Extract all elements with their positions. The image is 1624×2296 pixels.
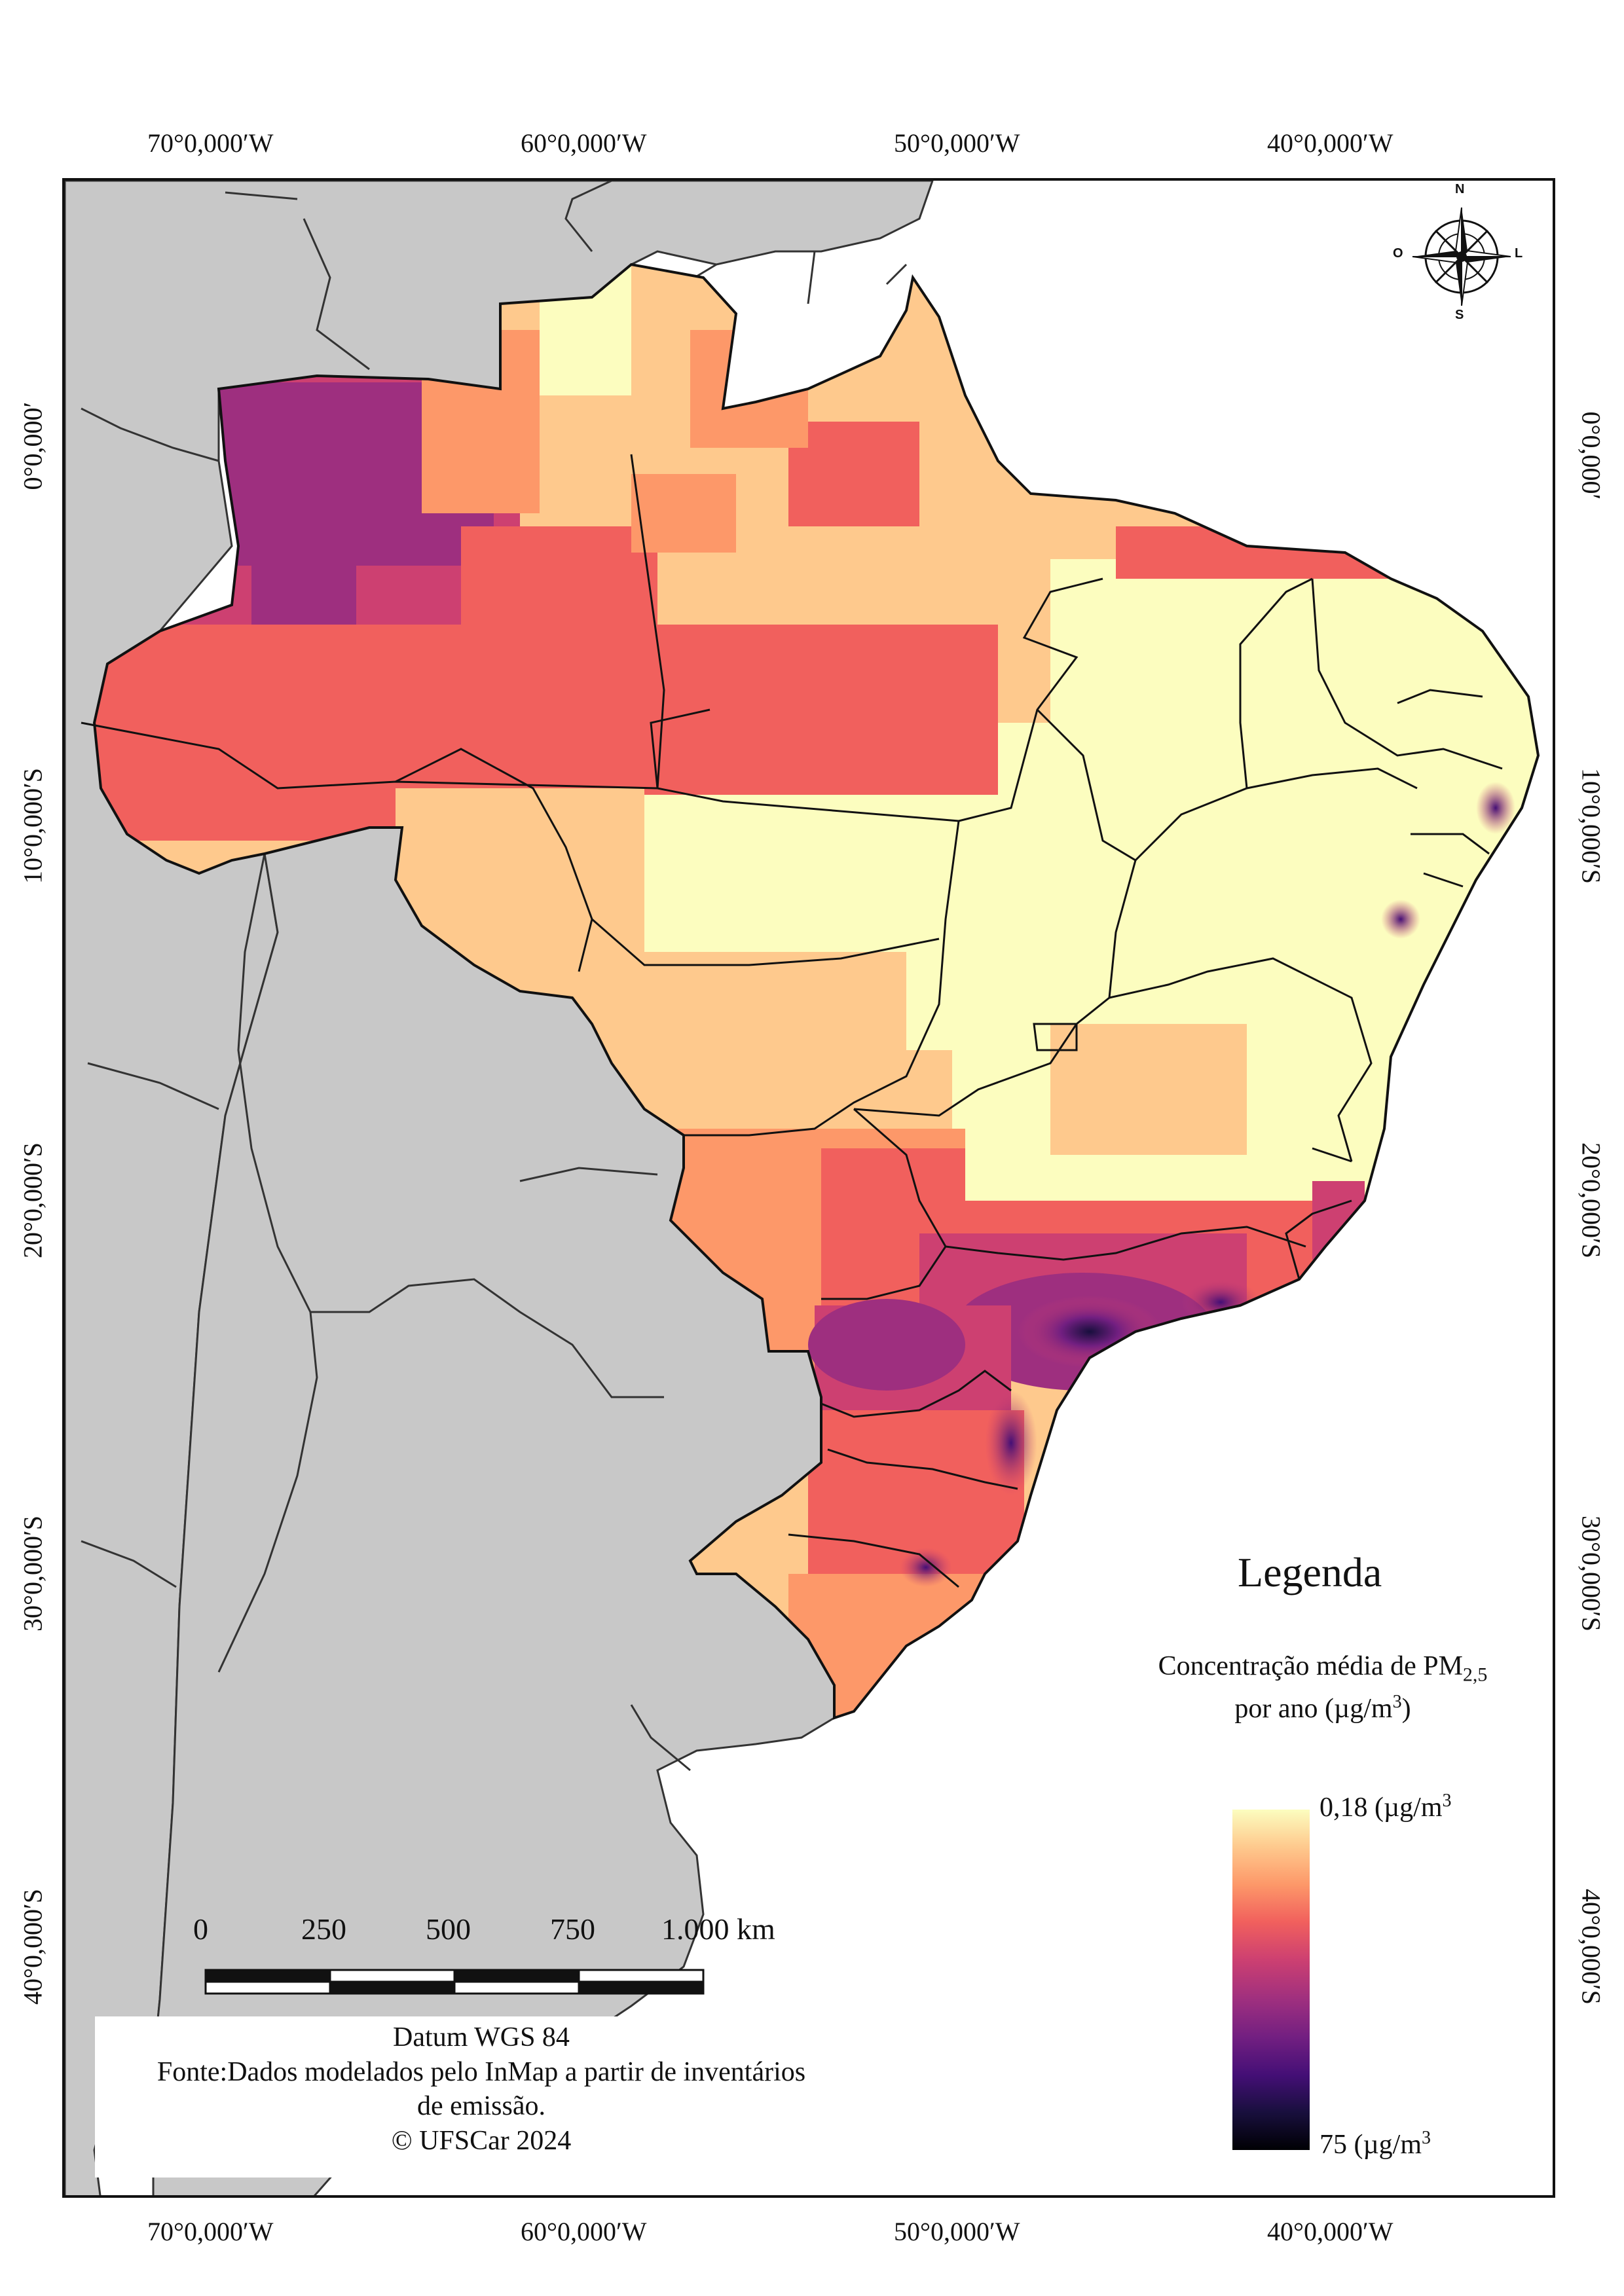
lat-label-right-20s: 20°0,000′S [1576,1142,1606,1258]
legend-min-text: 75 (µg/m [1320,2130,1422,2160]
neighbor-country-borders [81,181,908,1772]
north-label: N [1455,182,1465,196]
east-label: L [1515,246,1523,261]
scale-label-250: 250 [301,1912,346,1946]
legend-subtitle-line2-suffix: ) [1401,1693,1411,1724]
lat-label-left-20s: 20°0,000′S [18,1142,48,1258]
scale-label-0: 0 [193,1912,208,1946]
south-label: S [1455,308,1464,322]
lat-label-right-30s: 30°0,000′S [1576,1516,1606,1631]
legend-subtitle: Concentração média de PM2,5 por ano (µg/… [1113,1647,1532,1729]
lon-label-top-50w: 50°0,000′W [894,128,1020,158]
legend-max-text: 0,18 (µg/m [1320,1793,1443,1823]
legend-min-sup: 3 [1422,2128,1431,2148]
lon-label-top-40w: 40°0,000′W [1267,128,1393,158]
lon-label-bottom-60w: 60°0,000′W [521,2217,647,2246]
source-box: Datum WGS 84 Fonte:Dados modelados pelo … [95,2016,868,2178]
legend-colorbar [1232,1810,1310,2150]
brazil-outline [92,263,1540,1720]
state-borders [81,454,1503,1588]
legend-max-label: 0,18 (µg/m3 [1320,1791,1452,1823]
map-frame [62,178,1555,2198]
lat-label-left-0: 0°0,000′ [18,401,48,490]
lon-label-top-60w: 60°0,000′W [521,128,647,158]
source-text-line2: de emissão. [417,2091,545,2121]
lat-label-right-10s: 10°0,000′S [1576,768,1606,884]
legend-subtitle-subscript: 2,5 [1462,1664,1488,1686]
map-canvas [65,181,1553,2195]
legend-max-sup: 3 [1442,1791,1452,1811]
legend-subtitle-line1: Concentração média de PM [1158,1651,1463,1681]
scale-label-500: 500 [426,1912,471,1946]
lon-label-top-70w: 70°0,000′W [147,128,274,158]
scale-label-1000: 1.000 km [661,1912,775,1946]
lat-label-right-0: 0°0,000′ [1576,411,1606,500]
legend-title: Legenda [1238,1549,1382,1595]
lat-label-left-10s: 10°0,000′S [18,768,48,884]
pm25-surface [94,264,1538,1718]
lon-label-bottom-70w: 70°0,000′W [147,2217,274,2246]
legend-subtitle-sup: 3 [1392,1691,1402,1712]
north-arrow-icon [1412,207,1511,306]
copyright-text: © UFSCar 2024 [391,2125,572,2156]
lat-label-left-40s: 40°0,000′S [18,1889,48,2005]
lat-label-right-40s: 40°0,000′S [1576,1889,1606,2005]
legend-subtitle-line2: por ano (µg/m [1234,1693,1393,1724]
west-label: O [1393,246,1403,261]
lat-label-left-30s: 30°0,000′S [18,1516,48,1631]
scale-label-750: 750 [550,1912,595,1946]
lon-label-bottom-50w: 50°0,000′W [894,2217,1020,2246]
lon-label-bottom-40w: 40°0,000′W [1267,2217,1393,2246]
scale-bar [204,1969,705,1995]
legend-min-label: 75 (µg/m3 [1320,2128,1431,2160]
datum-text: Datum WGS 84 [393,2022,570,2052]
source-text-line1: Fonte:Dados modelados pelo InMap a parti… [157,2056,806,2087]
